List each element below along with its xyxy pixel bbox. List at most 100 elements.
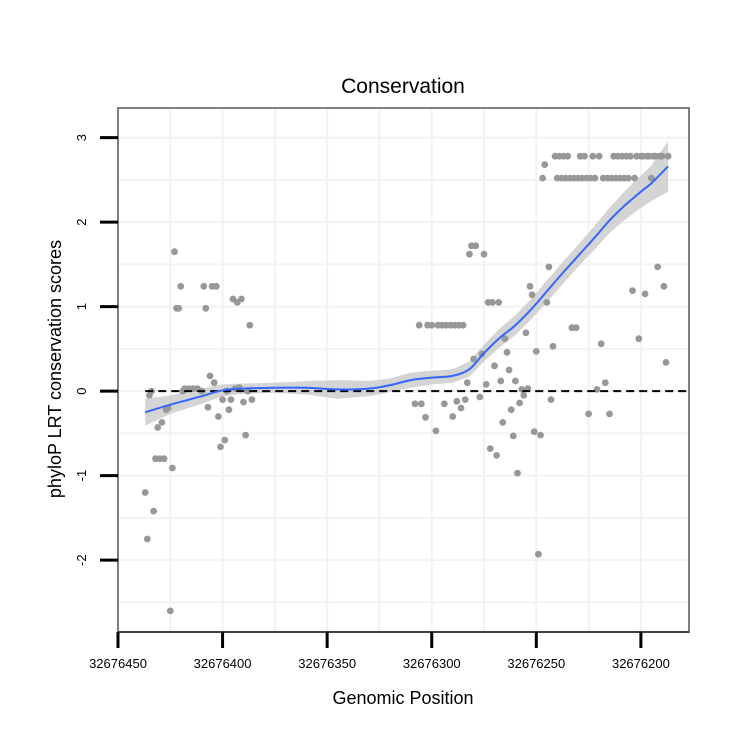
data-point: [497, 377, 505, 385]
data-point: [422, 413, 429, 421]
data-point: [493, 452, 500, 459]
data-point: [225, 406, 233, 414]
data-point: [545, 263, 553, 271]
data-point: [530, 428, 538, 436]
data-point: [215, 413, 222, 420]
data-point: [227, 396, 235, 403]
x-tick-label: 32676350: [298, 656, 356, 671]
data-point: [417, 400, 425, 408]
data-point: [212, 282, 220, 290]
data-point: [572, 324, 580, 332]
data-point: [532, 348, 540, 355]
data-point: [589, 152, 597, 160]
data-point: [597, 340, 605, 348]
data-point: [470, 355, 477, 363]
data-point: [202, 304, 210, 312]
data-point: [491, 362, 498, 370]
data-point: [158, 419, 166, 426]
data-point: [528, 291, 536, 299]
smooth-fit-line: [144, 165, 669, 414]
data-point: [238, 295, 245, 303]
data-point: [217, 443, 224, 451]
data-point: [503, 348, 511, 356]
data-point: [150, 507, 158, 515]
data-point: [177, 282, 185, 290]
data-point: [175, 304, 183, 312]
data-point: [595, 152, 603, 160]
data-point: [520, 392, 528, 399]
data-point: [635, 335, 643, 343]
x-tick-label: 32676300: [403, 656, 461, 671]
data-point: [593, 386, 601, 393]
data-point: [660, 282, 668, 290]
data-point: [585, 410, 592, 418]
data-point: [526, 282, 534, 290]
data-point: [641, 290, 649, 298]
y-tick-label: -2: [74, 554, 89, 566]
data-point: [507, 406, 515, 414]
data-point: [535, 550, 542, 558]
y-tick-label: 2: [74, 218, 89, 225]
data-point: [501, 335, 509, 343]
y-tick-label: 1: [74, 303, 89, 310]
data-point: [169, 464, 176, 472]
data-point: [440, 400, 448, 408]
y-axis-label: phyloP LRT conservation scores: [45, 240, 65, 498]
data-point: [486, 445, 494, 452]
panel-border: [117, 107, 690, 633]
data-point: [627, 152, 634, 160]
data-point: [606, 410, 613, 418]
data-point: [171, 248, 178, 256]
data-point: [509, 432, 517, 440]
x-tick-label: 32676450: [89, 656, 147, 671]
data-point: [463, 379, 471, 387]
data-point: [581, 152, 588, 160]
data-point: [564, 152, 572, 160]
data-point: [204, 403, 212, 411]
data-point: [514, 469, 521, 477]
y-tick-label: 3: [74, 134, 89, 141]
data-point: [432, 427, 440, 435]
x-tick-label: 32676250: [507, 656, 565, 671]
data-point: [547, 396, 555, 403]
grid-lines: [117, 108, 689, 632]
data-point: [141, 489, 149, 496]
data-point: [505, 366, 513, 374]
data-point: [457, 404, 465, 412]
data-point: [449, 413, 457, 420]
data-point: [601, 379, 609, 387]
data-point: [541, 161, 549, 169]
data-point: [160, 455, 168, 463]
data-point: [143, 535, 151, 543]
data-point: [200, 282, 208, 290]
data-point: [461, 396, 469, 403]
data-point: [221, 436, 229, 444]
chart-title: Conservation: [341, 75, 465, 98]
data-point: [495, 299, 503, 306]
data-point: [539, 174, 546, 182]
y-tick-label: 0: [74, 387, 89, 394]
data-point: [411, 400, 419, 408]
data-point: [472, 242, 480, 250]
data-point: [480, 250, 488, 258]
data-point: [549, 342, 557, 350]
x-tick-label: 32676400: [194, 656, 252, 671]
data-point: [415, 321, 423, 329]
y-axis: -2 -1 0 1 2 3: [74, 134, 118, 566]
x-axis-label: Genomic Position: [332, 688, 473, 708]
data-point: [543, 299, 551, 306]
data-point: [453, 397, 461, 405]
data-point: [466, 250, 473, 258]
y-tick-label: -1: [74, 470, 89, 482]
data-point: [662, 359, 670, 366]
x-tick-label: 32676200: [612, 656, 670, 671]
data-point: [489, 299, 496, 306]
x-axis: 32676450 32676400 32676350 32676300 32676250…: [89, 631, 689, 671]
data-point: [428, 321, 436, 329]
data-point: [482, 381, 490, 388]
data-point: [591, 174, 599, 182]
data-point: [210, 379, 218, 387]
data-point: [219, 396, 227, 403]
data-point: [240, 398, 247, 406]
